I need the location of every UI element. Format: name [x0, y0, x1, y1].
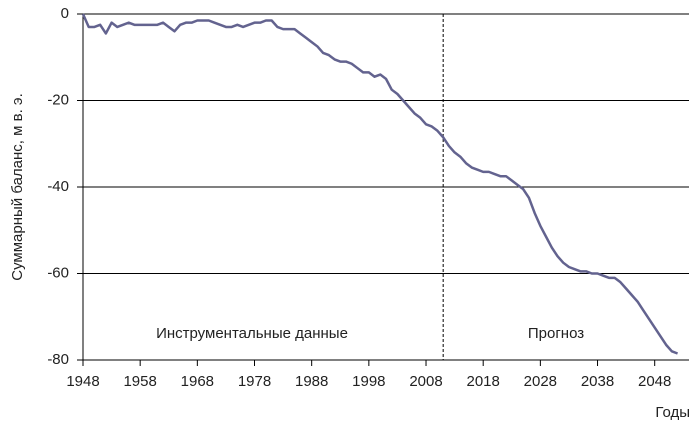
- x-axis-label: Годы: [655, 404, 690, 421]
- y-tick-label: -40: [47, 178, 69, 195]
- x-tick-label: 1978: [238, 373, 271, 390]
- y-tick-label: -80: [47, 351, 69, 368]
- y-tick-label: -20: [47, 91, 69, 108]
- x-tick-label: 1998: [352, 373, 385, 390]
- x-tick-label: 1968: [181, 373, 214, 390]
- y-axis-label: Суммарный баланс, м в. э.: [9, 93, 26, 281]
- y-tick-label: 0: [61, 5, 69, 22]
- y-tick-label: -60: [47, 264, 69, 281]
- annotation: Инструментальные данные: [156, 325, 348, 342]
- x-tick-label: 1958: [123, 373, 156, 390]
- annotation: Прогноз: [528, 325, 584, 342]
- x-tick-label: 2048: [638, 373, 671, 390]
- x-tick-label: 2008: [409, 373, 442, 390]
- x-tick-label: 1948: [66, 373, 99, 390]
- data-line: [81, 13, 679, 355]
- x-tick-label: 2028: [524, 373, 557, 390]
- x-tick-label: 2038: [581, 373, 614, 390]
- x-tick-label: 1988: [295, 373, 328, 390]
- x-tick-label: 2018: [467, 373, 500, 390]
